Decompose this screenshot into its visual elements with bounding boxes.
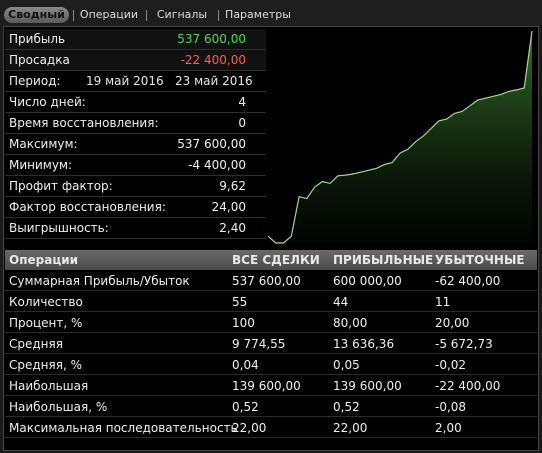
stat-value: 24,00 xyxy=(211,200,246,214)
row-label: Наибольшая, % xyxy=(9,400,108,414)
stat-period: Период: 19 май 2016 23 май 2016 xyxy=(5,71,266,92)
table-row: Суммарная Прибыль/Убыток 537 600,00 600 … xyxy=(5,270,537,291)
cell-all: 0,04 xyxy=(232,358,259,372)
cell-losing: -22 400,00 xyxy=(435,379,501,393)
stat-label: Период: xyxy=(9,74,61,88)
equity-line xyxy=(267,30,533,244)
stat-days: Число дней: 4 xyxy=(5,92,266,113)
table-row: Средняя, % 0,04 0,05 -0,02 xyxy=(5,354,537,375)
tab-parameters[interactable]: Параметры xyxy=(225,8,291,21)
stat-win-ratio: Выигрышность: 2,40 xyxy=(5,218,266,239)
stat-minimum: Минимум: -4 400,00 xyxy=(5,155,266,176)
stat-profit: Прибыль 537 600,00 xyxy=(5,29,266,50)
stat-value: 9,62 xyxy=(219,179,246,193)
equity-area xyxy=(268,31,532,243)
stat-label: Максимум: xyxy=(9,137,78,151)
row-label: Процент, % xyxy=(9,316,83,330)
cell-profitable: 80,00 xyxy=(333,316,368,330)
table-row: Максимальная последовательность 22,00 22… xyxy=(5,417,537,438)
cell-all: 100 xyxy=(232,316,255,330)
stat-recovery-factor: Фактор восстановления: 24,00 xyxy=(5,197,266,218)
header-all-trades[interactable]: ВСЕ СДЕЛКИ xyxy=(232,253,320,267)
stat-label: Просадка xyxy=(9,53,70,67)
stat-label: Время восстановления: xyxy=(9,116,159,130)
row-label: Средняя, % xyxy=(9,358,82,372)
cell-losing: 11 xyxy=(435,295,451,309)
row-label: Наибольшая xyxy=(9,379,89,393)
cell-losing: -0,02 xyxy=(435,358,467,372)
tab-separator xyxy=(218,10,219,21)
cell-profitable: 600 000,00 xyxy=(333,274,402,288)
cell-all: 537 600,00 xyxy=(232,274,301,288)
summary-stats: Прибыль 537 600,00 Просадка -22 400,00 П… xyxy=(5,29,266,239)
header-operations[interactable]: Операции xyxy=(9,253,79,267)
stat-label: Минимум: xyxy=(9,158,73,172)
equity-chart-svg xyxy=(267,30,533,244)
stat-label: Профит фактор: xyxy=(9,179,113,193)
tab-bar: Сводный Операции Сигналы Параметры xyxy=(0,0,542,26)
stat-maximum: Максимум: 537 600,00 xyxy=(5,134,266,155)
tab-operations[interactable]: Операции xyxy=(79,8,139,21)
trades-table: Операции ВСЕ СДЕЛКИ ПРИБЫЛЬНЫЕ УБЫТОЧНЫЕ… xyxy=(5,250,537,438)
cell-losing: -0,08 xyxy=(435,400,467,414)
stat-profit-factor: Профит фактор: 9,62 xyxy=(5,176,266,197)
tab-separator xyxy=(146,10,147,21)
cell-all: 55 xyxy=(232,295,248,309)
stat-value: -22 400,00 xyxy=(180,53,246,67)
table-row: Процент, % 100 80,00 20,00 xyxy=(5,312,537,333)
cell-all: 0,52 xyxy=(232,400,259,414)
cell-all: 139 600,00 xyxy=(232,379,301,393)
cell-losing: 2,00 xyxy=(435,421,462,435)
table-row: Количество 55 44 11 xyxy=(5,291,537,312)
cell-all: 22,00 xyxy=(232,421,267,435)
cell-profitable: 44 xyxy=(333,295,349,309)
table-row: Наибольшая, % 0,52 0,52 -0,08 xyxy=(5,396,537,417)
table-row: Наибольшая 139 600,00 139 600,00 -22 400… xyxy=(5,375,537,396)
stat-value: -4 400,00 xyxy=(188,158,246,172)
header-losing[interactable]: УБЫТОЧНЫЕ xyxy=(435,253,525,267)
stat-value: 537 600,00 xyxy=(177,32,246,46)
stat-recovery-time: Время восстановления: 0 xyxy=(5,113,266,134)
stat-value: 2,40 xyxy=(219,221,246,235)
stat-label: Число дней: xyxy=(9,95,86,109)
tab-separator xyxy=(73,10,74,21)
stat-value: 4 xyxy=(238,95,246,109)
row-label: Суммарная Прибыль/Убыток xyxy=(9,274,190,288)
stat-value: 0 xyxy=(238,116,246,130)
table-header: Операции ВСЕ СДЕЛКИ ПРИБЫЛЬНЫЕ УБЫТОЧНЫЕ xyxy=(5,250,537,270)
cell-profitable: 22,00 xyxy=(333,421,368,435)
equity-chart xyxy=(266,29,538,247)
period-to: 23 май 2016 xyxy=(175,74,253,88)
stat-value: 537 600,00 xyxy=(177,137,246,151)
header-profitable[interactable]: ПРИБЫЛЬНЫЕ xyxy=(333,253,434,267)
cell-all: 9 774,55 xyxy=(232,337,286,351)
tab-signals[interactable]: Сигналы xyxy=(156,8,208,21)
cell-profitable: 0,05 xyxy=(333,358,360,372)
tab-summary[interactable]: Сводный xyxy=(4,7,69,23)
cell-profitable: 139 600,00 xyxy=(333,379,402,393)
period-from: 19 май 2016 xyxy=(86,74,164,88)
row-label: Максимальная последовательность xyxy=(9,421,238,435)
cell-profitable: 13 636,36 xyxy=(333,337,395,351)
cell-losing: -62 400,00 xyxy=(435,274,501,288)
row-label: Средняя xyxy=(9,337,63,351)
cell-losing: -5 672,73 xyxy=(435,337,493,351)
stat-label: Фактор восстановления: xyxy=(9,200,166,214)
stat-label: Выигрышность: xyxy=(9,221,109,235)
stat-drawdown: Просадка -22 400,00 xyxy=(5,50,266,71)
stat-label: Прибыль xyxy=(9,32,66,46)
table-row: Средняя 9 774,55 13 636,36 -5 672,73 xyxy=(5,333,537,354)
cell-losing: 20,00 xyxy=(435,316,470,330)
row-label: Количество xyxy=(9,295,83,309)
cell-profitable: 0,52 xyxy=(333,400,360,414)
